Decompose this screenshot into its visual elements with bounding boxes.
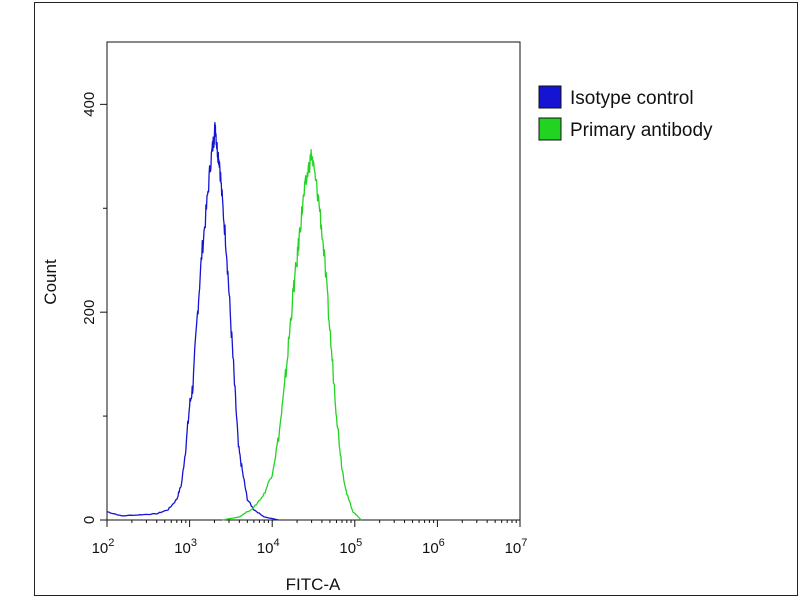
plot-area bbox=[106, 41, 521, 521]
x-axis: 102 103 104 105 106 107 bbox=[92, 520, 528, 557]
series-line-1 bbox=[222, 149, 362, 521]
series-line-0 bbox=[106, 121, 279, 521]
x-tick-label: 105 bbox=[339, 537, 362, 557]
x-tick-label: 104 bbox=[257, 537, 280, 557]
x-tick-base: 10 bbox=[257, 540, 274, 557]
x-tick-base: 10 bbox=[339, 540, 356, 557]
y-axis: 0 200 400 bbox=[81, 92, 107, 524]
legend-label: Isotype control bbox=[570, 88, 694, 109]
x-tick-label: 107 bbox=[505, 537, 528, 557]
x-tick-label: 103 bbox=[174, 537, 197, 557]
x-tick-base: 10 bbox=[422, 540, 439, 557]
y-tick-label: 400 bbox=[81, 92, 98, 117]
legend-label: Primary antibody bbox=[570, 120, 713, 141]
x-tick-exponent: 2 bbox=[108, 537, 114, 549]
y-tick-label: 200 bbox=[81, 300, 98, 325]
x-axis-title: FITC-A bbox=[286, 575, 341, 594]
series-lines bbox=[106, 121, 362, 521]
x-tick-base: 10 bbox=[174, 540, 191, 557]
x-tick-exponent: 4 bbox=[273, 537, 279, 549]
x-tick-label: 106 bbox=[422, 537, 445, 557]
x-tick-exponent: 6 bbox=[439, 537, 445, 549]
x-tick-base: 10 bbox=[505, 540, 522, 557]
legend-swatch bbox=[538, 85, 562, 109]
x-tick-exponent: 3 bbox=[191, 537, 197, 549]
legend-swatch bbox=[538, 117, 562, 141]
x-tick-exponent: 5 bbox=[356, 537, 362, 549]
legend: Isotype control Primary antibody bbox=[538, 85, 713, 141]
y-axis-title: Count bbox=[41, 259, 60, 305]
x-tick-exponent: 7 bbox=[521, 537, 527, 549]
figure-frame bbox=[34, 2, 798, 596]
x-tick-base: 10 bbox=[92, 540, 109, 557]
x-tick-label: 102 bbox=[92, 537, 115, 557]
y-tick-label: 0 bbox=[81, 516, 98, 524]
